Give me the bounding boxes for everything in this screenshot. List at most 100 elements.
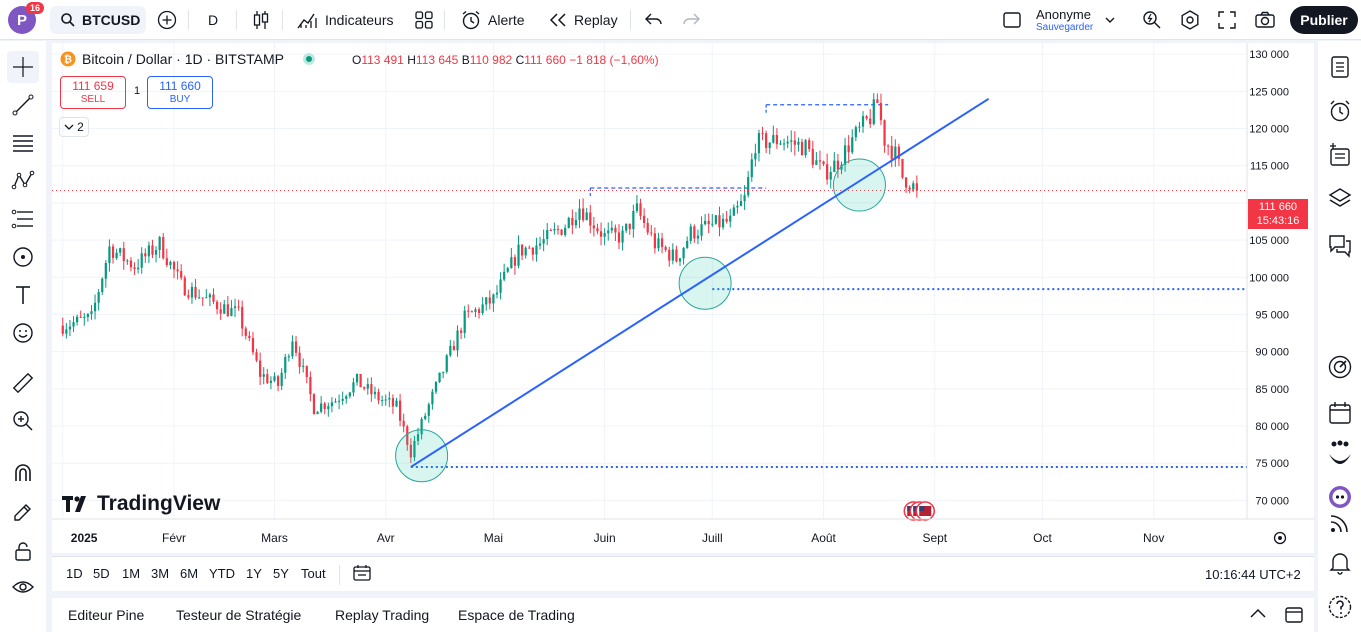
zoom-tool[interactable]	[7, 405, 39, 437]
range-3m[interactable]: 3M	[151, 566, 170, 581]
layouts-button[interactable]	[414, 6, 434, 34]
panel-expand-button[interactable]	[1248, 606, 1268, 627]
compare-symbol-button[interactable]	[156, 6, 178, 34]
candle-body	[183, 277, 186, 296]
pencil-ruler-icon	[14, 504, 31, 521]
candle-body	[520, 244, 524, 256]
notifications-button[interactable]	[1324, 547, 1356, 579]
symbol-legend[interactable]: ₿ Bitcoin / Dollar · 1D · BITSTAMP	[60, 51, 316, 67]
range-ytd[interactable]: YTD	[209, 566, 235, 581]
range-1m[interactable]: 1M	[122, 566, 141, 581]
candle	[553, 222, 556, 235]
candle-body	[646, 223, 649, 233]
tab-trading-panel[interactable]: Espace de Trading	[458, 607, 575, 623]
chart-area[interactable]: 70 000 75 000 80 000 85 000 90 000 95 000 100 …	[52, 43, 1314, 553]
publish-button[interactable]: Publier	[1290, 6, 1358, 34]
forecast-tool[interactable]	[7, 203, 39, 235]
candle-body	[248, 335, 251, 339]
candle	[700, 216, 703, 241]
object-tree-button[interactable]	[1324, 139, 1356, 171]
candle-body	[144, 253, 147, 257]
fullscreen-button[interactable]	[1217, 6, 1237, 34]
range-5y[interactable]: 5Y	[273, 566, 289, 581]
candle-body	[391, 398, 395, 407]
candle	[528, 245, 531, 249]
measure-tool[interactable]	[7, 367, 39, 399]
divider	[339, 565, 340, 585]
text-tool[interactable]	[7, 279, 39, 311]
tab-replay-trading[interactable]: Replay Trading	[335, 607, 430, 623]
redo-button[interactable]	[681, 6, 701, 34]
watchlist-button[interactable]	[1324, 51, 1356, 83]
brush-tool[interactable]	[7, 241, 39, 273]
candle	[506, 266, 509, 273]
clock-timezone[interactable]: 10:16:44 UTC+2	[1205, 567, 1301, 582]
tradingview-logo[interactable]: TradingView	[62, 492, 220, 516]
range-all[interactable]: Tout	[301, 566, 326, 581]
candle-body	[894, 146, 897, 160]
sell-button[interactable]: 111 659 SELL	[60, 76, 126, 109]
candle-body	[599, 231, 603, 237]
candle-body	[797, 141, 800, 145]
help-button[interactable]	[1324, 591, 1356, 623]
alert-button[interactable]: Alerte	[460, 6, 525, 34]
trendline-tool[interactable]	[7, 89, 39, 121]
drawing-mode-tool[interactable]	[7, 496, 39, 528]
candle	[154, 246, 158, 263]
symbol-search[interactable]: BTCUSD	[50, 6, 146, 34]
range-1d[interactable]: 1D	[66, 566, 83, 581]
candle	[901, 158, 904, 179]
community-button[interactable]	[1324, 437, 1356, 477]
indicators-collapse-button[interactable]: 2	[59, 117, 89, 137]
streams-button[interactable]	[1324, 507, 1356, 539]
price-chart[interactable]: 70 000 75 000 80 000 85 000 90 000 95 000 100 …	[52, 43, 1314, 553]
screenshot-button[interactable]	[1254, 6, 1276, 34]
assistant-button[interactable]	[1324, 481, 1356, 513]
layers-button[interactable]	[1324, 183, 1356, 215]
calendar-button[interactable]	[1324, 397, 1356, 429]
hotlists-button[interactable]	[1324, 351, 1356, 383]
candle	[183, 275, 186, 296]
candle-body	[341, 398, 344, 401]
candle	[337, 394, 341, 410]
lock-drawings[interactable]	[7, 535, 39, 567]
undo-button[interactable]	[644, 6, 664, 34]
candle-body	[485, 297, 488, 305]
candle	[352, 377, 355, 397]
candle	[639, 198, 642, 220]
pattern-tool[interactable]	[7, 165, 39, 197]
candle	[578, 199, 581, 229]
chart-type-button[interactable]	[252, 6, 270, 34]
settings-button[interactable]	[1179, 6, 1201, 34]
candle-body	[140, 253, 143, 268]
candle-body	[610, 227, 613, 231]
chat-button[interactable]	[1324, 229, 1356, 261]
fib-tool[interactable]	[7, 127, 39, 159]
alerts-button[interactable]	[1324, 95, 1356, 127]
panel-maximize-button[interactable]	[1284, 606, 1304, 629]
candles	[61, 93, 918, 464]
crosshair-tool[interactable]	[7, 51, 39, 83]
candle	[215, 299, 219, 315]
hide-drawings[interactable]	[7, 571, 39, 603]
range-6m[interactable]: 6M	[180, 566, 199, 581]
candle-body	[858, 126, 861, 128]
quick-search-button[interactable]	[1141, 6, 1163, 34]
candle	[488, 290, 491, 310]
account-dropdown[interactable]	[1104, 6, 1116, 34]
replay-button[interactable]: Replay	[548, 6, 618, 34]
candle-body	[427, 404, 430, 416]
indicators-button[interactable]: Indicateurs	[297, 6, 393, 34]
range-5d[interactable]: 5D	[93, 566, 110, 581]
range-1y[interactable]: 1Y	[246, 566, 262, 581]
magnet-tool[interactable]	[7, 457, 39, 489]
tab-strategy-tester[interactable]: Testeur de Stratégie	[176, 607, 302, 623]
tab-pine-editor[interactable]: Editeur Pine	[68, 607, 145, 623]
layout-checkbox[interactable]	[1002, 6, 1022, 34]
candle	[721, 213, 725, 230]
account-menu[interactable]: Anonyme Sauvegarder	[1036, 7, 1093, 35]
interval-button[interactable]: D	[208, 6, 218, 34]
buy-button[interactable]: 111 660 BUY	[147, 76, 213, 109]
icon-tool[interactable]	[7, 317, 39, 349]
goto-date-button[interactable]	[352, 563, 372, 588]
